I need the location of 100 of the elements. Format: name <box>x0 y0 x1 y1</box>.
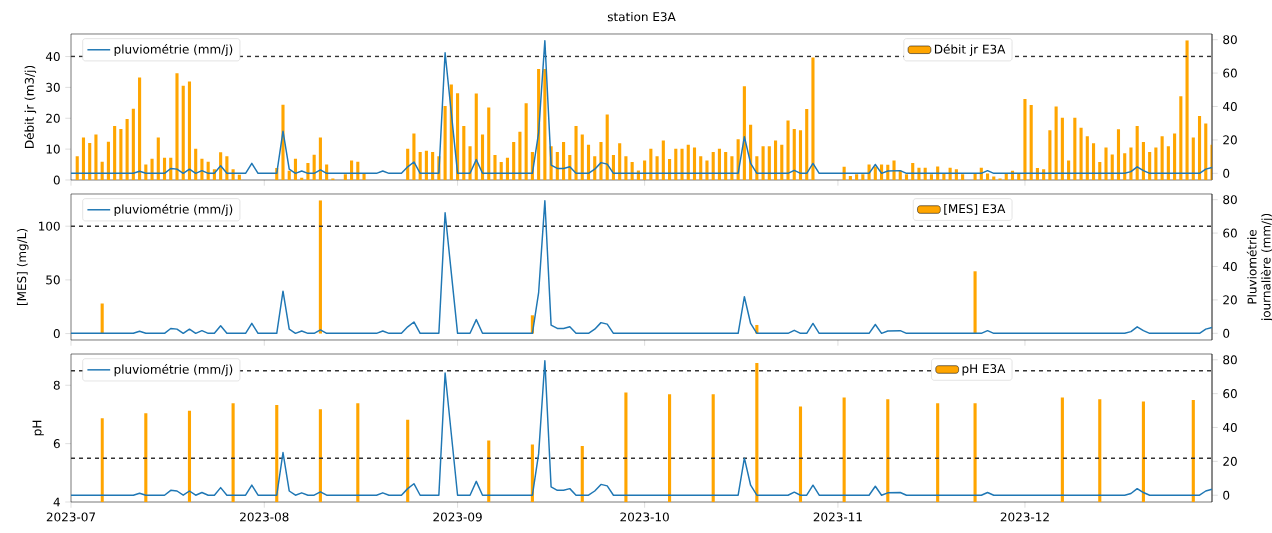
bar <box>156 137 160 180</box>
bar <box>618 143 622 180</box>
bar <box>113 125 117 180</box>
bar <box>555 151 559 180</box>
bar <box>499 162 503 180</box>
bar <box>225 156 229 180</box>
bar <box>661 140 665 180</box>
x-tick-label: 2023-07 <box>46 512 96 522</box>
bar <box>985 173 990 180</box>
bar <box>1048 130 1052 180</box>
bar <box>1098 162 1102 180</box>
bar <box>343 174 347 180</box>
y2-tick-label: 80 <box>1223 355 1237 365</box>
bar <box>767 146 771 180</box>
line-series <box>71 199 1212 335</box>
bar <box>106 141 110 180</box>
bar <box>119 129 123 180</box>
legend-label: Débit jr E3A <box>934 43 1006 57</box>
y2-axis-title: Pluviométrie journalière (mm/j) <box>1246 213 1272 322</box>
bar <box>861 174 865 180</box>
bar <box>318 137 322 180</box>
chart-title: station E3A <box>607 12 676 22</box>
bar <box>855 174 859 180</box>
bar <box>474 93 478 180</box>
bar <box>786 120 790 180</box>
y-tick-label: 20 <box>46 113 60 123</box>
bar <box>1116 129 1121 180</box>
bar <box>611 154 615 180</box>
bar <box>904 174 909 180</box>
y-tick-label: 40 <box>45 51 60 62</box>
y2-tick-label: 0 <box>1223 168 1230 178</box>
bar <box>730 156 734 180</box>
bar <box>518 131 522 180</box>
bar <box>169 157 173 180</box>
y-tick-label: 10 <box>46 144 60 154</box>
bar <box>1054 106 1058 180</box>
bar <box>131 108 135 180</box>
bar <box>424 150 428 180</box>
y-tick-label: 8 <box>53 380 60 390</box>
x-tick-label: 2023-08 <box>240 512 289 522</box>
bar <box>1185 40 1189 180</box>
legend-label: pluviométrie (mm/j) <box>114 203 233 217</box>
bar <box>480 134 485 180</box>
legend-label: pluviométrie (mm/j) <box>114 364 233 377</box>
line-series <box>71 39 1212 175</box>
x-tick-label: 2023-11 <box>813 512 862 522</box>
legend-label: pluviométrie (mm/j) <box>114 43 233 57</box>
bar <box>505 157 510 180</box>
bar <box>1135 125 1139 180</box>
bar <box>936 166 940 180</box>
y-axis-title: pH <box>32 420 44 436</box>
bar <box>1154 147 1158 180</box>
bar <box>187 81 192 180</box>
bar <box>175 73 179 180</box>
y-tick-label: 30 <box>46 82 60 92</box>
bar <box>125 118 129 180</box>
bar <box>798 130 803 180</box>
bar <box>562 142 566 180</box>
y2-tick-label: 80 <box>1223 195 1237 205</box>
legend-label: pH E3A <box>962 364 1006 376</box>
bar <box>75 156 79 180</box>
bar <box>1166 146 1170 180</box>
bar <box>873 166 877 180</box>
bar <box>412 133 416 180</box>
bar <box>711 151 715 180</box>
bar <box>287 170 291 180</box>
bar <box>586 144 591 180</box>
bar <box>668 159 672 180</box>
bar <box>219 152 223 180</box>
bar <box>1173 133 1177 180</box>
bar <box>636 170 640 180</box>
bar <box>181 85 185 180</box>
bar <box>742 86 746 180</box>
y-tick-label: 50 <box>46 275 60 285</box>
bar <box>318 200 322 334</box>
bar <box>792 129 796 180</box>
bar <box>624 156 628 180</box>
bar <box>468 146 472 180</box>
bar <box>138 77 142 180</box>
bar <box>699 156 703 180</box>
bar <box>1079 127 1083 180</box>
bar <box>1029 104 1033 180</box>
y2-tick-label: 40 <box>1222 422 1237 433</box>
bar <box>630 162 634 180</box>
bar <box>674 148 678 180</box>
bar <box>961 174 965 180</box>
bar <box>1060 117 1064 180</box>
bar <box>237 174 241 180</box>
bar <box>717 148 721 180</box>
bar <box>524 103 528 180</box>
y2-tick-label: 20 <box>1223 295 1237 305</box>
bar <box>88 142 92 180</box>
bar <box>917 167 921 180</box>
y-axis-title: [MES] (mg/L) <box>16 228 29 306</box>
bar <box>811 57 815 180</box>
bar <box>1123 153 1127 180</box>
bar <box>462 125 466 180</box>
bar <box>1129 147 1133 180</box>
bar <box>94 134 98 180</box>
bar <box>599 142 603 180</box>
